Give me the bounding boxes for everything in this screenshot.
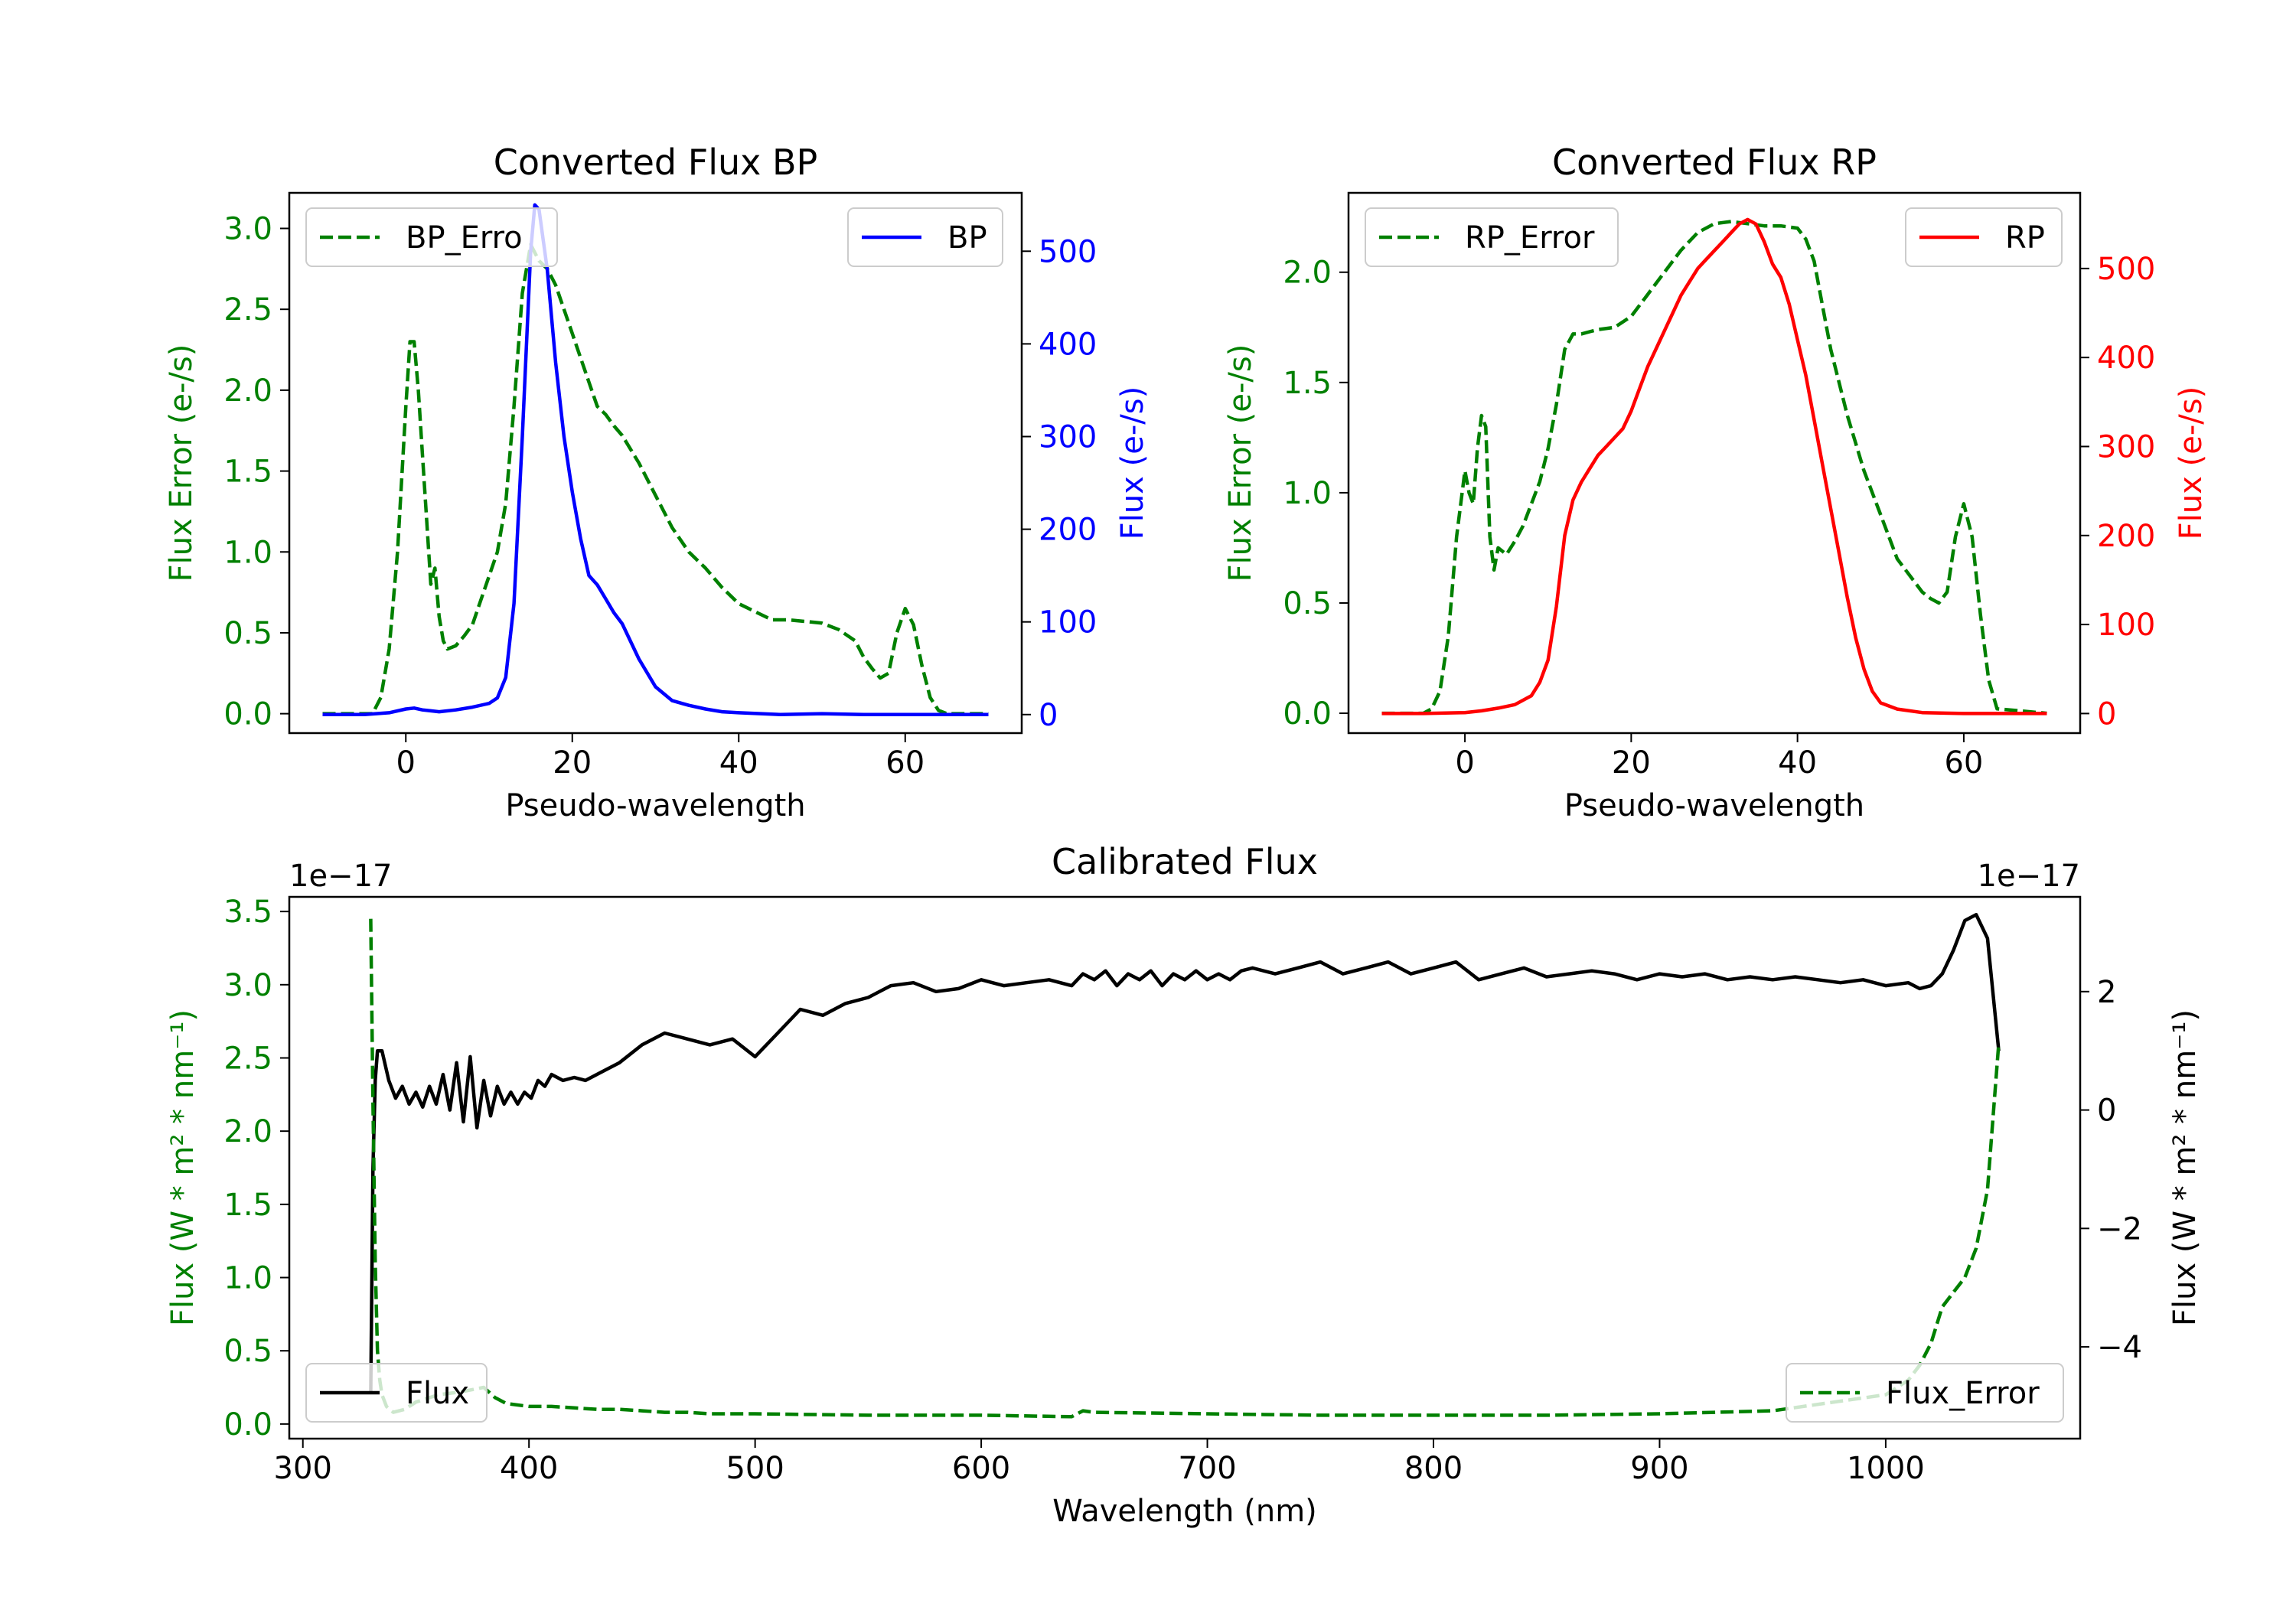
- rp-x-tick-label: 40: [1778, 745, 1817, 781]
- rp-plot-frame: [1347, 191, 2082, 735]
- bp-y-left-tick-label: 1.5: [223, 455, 272, 490]
- calibrated-legend-flux-error-box: [1786, 1363, 2064, 1423]
- calibrated-x-tick-label: 500: [726, 1451, 784, 1486]
- calibrated-y-left-tick-label: 2.0: [223, 1114, 272, 1149]
- calibrated-y-right-tick-label: −2: [2097, 1211, 2142, 1247]
- calibrated-y-left-tick-label: 0.5: [223, 1334, 272, 1369]
- bp-y-right-tick-label: 0: [1039, 698, 1058, 733]
- calibrated-y-right-tick-label: 2: [2097, 975, 2116, 1010]
- rp-legend-flux-box: [1905, 207, 2063, 267]
- calibrated-plot-frame: [288, 895, 2082, 1440]
- calibrated-x-tick-label: 700: [1178, 1451, 1236, 1486]
- rp-series-rp-error: [1381, 220, 2047, 715]
- calibrated-legend-flux-label: Flux: [406, 1376, 469, 1411]
- bp-y-right-tick-label: 300: [1039, 419, 1097, 455]
- calibrated-y-left-tick-label: 3.5: [223, 895, 272, 930]
- bp-y-left-label: Flux Error (e-/s): [164, 344, 199, 582]
- bp-y-right-label: Flux (e-/s): [1115, 386, 1150, 539]
- rp-series-rp: [1381, 217, 2047, 715]
- bp-x-tick-label: 60: [885, 745, 925, 781]
- rp-y-right-tick-label: 100: [2097, 608, 2155, 643]
- rp-x-tick-label: 0: [1455, 745, 1474, 781]
- calibrated-y-left-tick-label: 1.5: [223, 1188, 272, 1223]
- rp-legend-error-label: RP_Error: [1465, 220, 1595, 256]
- bp-plot-frame: [288, 191, 1023, 735]
- calibrated-series-flux: [369, 912, 2001, 1395]
- bp-x-tick-label: 0: [396, 745, 416, 781]
- calibrated-x-tick-label: 300: [274, 1451, 332, 1486]
- rp-x-tick-label: 20: [1612, 745, 1651, 781]
- bp-x-tick-label: 40: [719, 745, 758, 781]
- bp-y-left-tick-label: 1.0: [223, 535, 272, 570]
- rp-x-tick-label: 60: [1944, 745, 1983, 781]
- calibrated-y-left-tick-label: 1.0: [223, 1261, 272, 1296]
- calibrated-x-tick-label: 900: [1630, 1451, 1688, 1486]
- rp-y-left-tick-label: 1.0: [1283, 476, 1332, 511]
- bp-y-left-tick-label: 2.0: [223, 373, 272, 409]
- bp-legend-flux-box: [847, 207, 1003, 267]
- rp-y-left-tick-label: 0.0: [1283, 696, 1332, 732]
- calibrated-title: Calibrated Flux: [1052, 841, 1318, 882]
- bp-x-label: Pseudo-wavelength: [505, 788, 805, 823]
- calibrated-y-left-tick-label: 0.0: [223, 1407, 272, 1442]
- bp-y-left-tick-label: 2.5: [223, 292, 272, 328]
- rp-legend-flux-label: RP: [2005, 220, 2045, 256]
- rp-y-right-tick-label: 0: [2097, 696, 2116, 732]
- bp-series-bp: [322, 203, 989, 717]
- calibrated-y-right-tick-label: −4: [2097, 1330, 2142, 1365]
- calibrated-legend-flux-box: [305, 1363, 488, 1423]
- calibrated-y-left-tick-label: 2.5: [223, 1041, 272, 1076]
- rp-y-left-tick-label: 0.5: [1283, 586, 1332, 621]
- calibrated-x-tick-label: 800: [1404, 1451, 1463, 1486]
- bp-y-left-tick-label: 0.0: [223, 697, 272, 732]
- bp-legend-error-box: [305, 207, 558, 267]
- calibrated-y-right-tick-label: 0: [2097, 1094, 2116, 1129]
- rp-y-right-tick-label: 500: [2097, 252, 2155, 287]
- bp-y-left-tick-label: 3.0: [223, 212, 272, 247]
- rp-y-right-label: Flux (e-/s): [2174, 386, 2209, 539]
- bp-legend-flux-label: BP: [947, 220, 987, 256]
- bp-y-left-tick-label: 0.5: [223, 616, 272, 651]
- rp-y-right-tick-label: 200: [2097, 519, 2155, 554]
- calibrated-x-tick-label: 1000: [1847, 1451, 1925, 1486]
- bp-legend-error-label: BP_Erro: [406, 220, 523, 256]
- bp-series-bp-error: [322, 243, 989, 715]
- rp-y-left-tick-label: 1.5: [1283, 366, 1332, 401]
- calibrated-y-left-tick-label: 3.0: [223, 968, 272, 1003]
- rp-x-label: Pseudo-wavelength: [1564, 788, 1864, 823]
- rp-y-left-label: Flux Error (e-/s): [1223, 344, 1258, 582]
- bp-title: Converted Flux BP: [494, 142, 818, 183]
- bp-y-right-tick-label: 400: [1039, 327, 1097, 362]
- bp-y-right-tick-label: 200: [1039, 513, 1097, 548]
- rp-legend-error-box: [1365, 207, 1619, 267]
- calibrated-y-right-label: Flux (W * m² * nm⁻¹): [2167, 1009, 2203, 1326]
- rp-y-right-tick-label: 300: [2097, 429, 2155, 464]
- calibrated-legend-flux-error-label: Flux_Error: [1886, 1376, 2040, 1411]
- bp-y-right-tick-label: 500: [1039, 234, 1097, 269]
- bp-x-tick-label: 20: [553, 745, 592, 781]
- calibrated-offset-right: 1e−17: [1978, 859, 2080, 894]
- bp-y-right-tick-label: 100: [1039, 605, 1097, 641]
- calibrated-x-label: Wavelength (nm): [1052, 1494, 1317, 1529]
- rp-y-right-tick-label: 400: [2097, 341, 2155, 376]
- calibrated-offset-left: 1e−17: [289, 859, 392, 894]
- rp-y-left-tick-label: 2.0: [1283, 256, 1332, 291]
- calibrated-x-tick-label: 400: [500, 1451, 558, 1486]
- calibrated-x-tick-label: 600: [952, 1451, 1010, 1486]
- calibrated-y-left-label: Flux (W * m² * nm⁻¹): [165, 1009, 201, 1326]
- rp-title: Converted Flux RP: [1552, 142, 1877, 183]
